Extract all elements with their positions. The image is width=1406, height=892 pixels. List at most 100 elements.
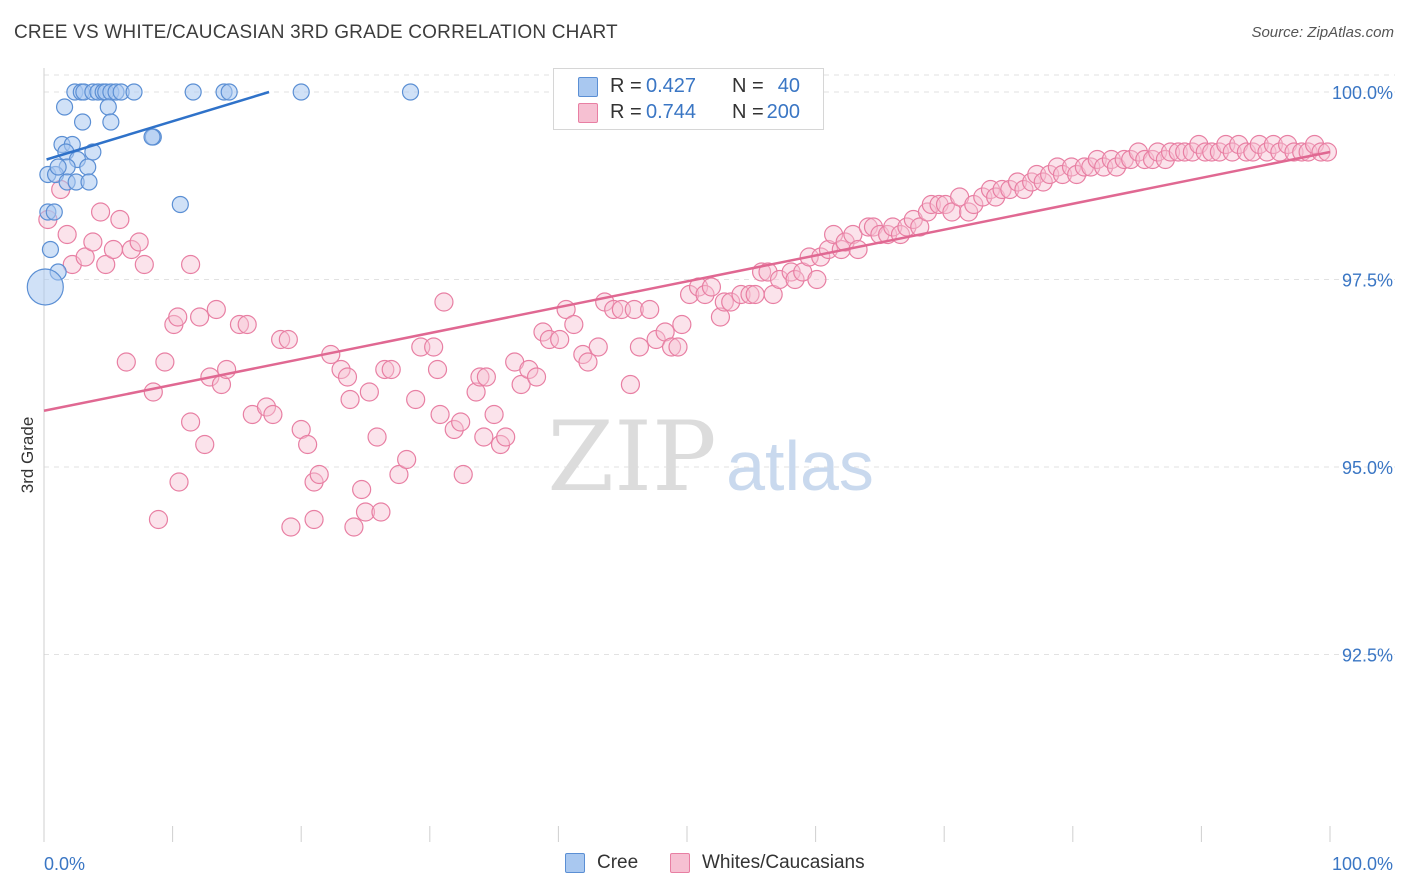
y-tick-label: 95.0% (1342, 458, 1393, 478)
legend-r-value: 0.427 (646, 75, 697, 97)
y-tick-label: 97.5% (1342, 271, 1393, 291)
cree-point (99, 98, 117, 116)
whites-point (371, 502, 391, 522)
whites-point (470, 367, 490, 387)
cree-point (184, 83, 202, 101)
whites-point (721, 292, 741, 312)
whites-point (181, 254, 201, 275)
legend-n-label: N = (732, 101, 764, 123)
whites-point (1033, 172, 1053, 192)
cree-point (55, 98, 74, 116)
whites-point (785, 269, 805, 290)
chart-title: CREE VS WHITE/CAUCASIAN 3RD GRADE CORREL… (14, 22, 618, 43)
whites-point (758, 262, 778, 282)
whites-point (96, 254, 116, 275)
cree-point-large (26, 268, 64, 306)
whites-point (406, 389, 426, 410)
whites-point (1087, 149, 1107, 170)
whites-point (1014, 179, 1034, 200)
whites-point (169, 472, 189, 492)
whites-point (352, 479, 372, 500)
whites-point (710, 307, 731, 327)
whites-point (910, 217, 930, 237)
cree-point (220, 83, 238, 101)
axis-labels: 100.0% 97.5% 95.0% 92.5% 0.0% 100.0% 3rd Grade (18, 83, 1393, 874)
source-label: Source: ZipAtlas.com (1251, 24, 1394, 41)
whites-point (511, 374, 531, 395)
whites-point (331, 359, 351, 380)
whites-point (134, 254, 154, 275)
y-tick-label: 100.0% (1332, 83, 1393, 103)
whites-point (271, 329, 291, 350)
whites-point (397, 449, 417, 470)
whites-point (381, 359, 401, 380)
whites-point (740, 284, 760, 305)
whites-point (190, 307, 210, 327)
whites-point (1249, 134, 1269, 155)
whites-point (1222, 142, 1242, 162)
whites-point (375, 359, 395, 380)
whites-point (148, 509, 169, 530)
whites-point (424, 337, 444, 357)
whites-point (745, 284, 765, 305)
whites-point (807, 269, 827, 290)
whites-point (298, 434, 318, 455)
whites-point (430, 404, 450, 425)
whites-point (337, 367, 358, 387)
whites-point (1000, 179, 1020, 200)
whites-point (389, 464, 409, 485)
whites-point (519, 359, 539, 380)
whites-point (195, 434, 215, 455)
legend-n-value: 40 (777, 75, 800, 97)
whites-point (237, 314, 257, 335)
cree-point (49, 158, 67, 176)
whites-point (624, 299, 644, 320)
whites-point (309, 464, 329, 485)
legend-r-value: 0.744 (646, 101, 697, 123)
trend-lines (43, 90, 1331, 412)
whites-point (564, 314, 584, 335)
whites-point (539, 329, 559, 350)
whites-point (1263, 134, 1284, 155)
legend-n-label: N = (732, 75, 764, 97)
whites-point (942, 202, 962, 222)
whites-point (629, 337, 650, 357)
whites-point (476, 367, 496, 387)
whites-point (281, 517, 301, 537)
bottom-legend-label: Cree (597, 852, 639, 873)
cree-point (292, 83, 310, 101)
bottom-legend-swatch-whites (670, 853, 690, 873)
legend-n-value: 200 (766, 101, 800, 123)
legend-r-label: R = (610, 101, 642, 123)
whites-point (714, 292, 734, 312)
cree-point (80, 173, 98, 191)
watermark-atlas: atlas (726, 427, 874, 505)
whites-point (588, 337, 608, 357)
whites-point (620, 374, 641, 395)
whites-point (496, 427, 516, 447)
whites-point (769, 269, 790, 290)
legend-swatch-whites (578, 103, 598, 123)
whites-point (453, 464, 473, 485)
whites-point (444, 419, 464, 440)
series-whites-points (38, 134, 1338, 537)
bottom-legend-label: Whites/Caucasians (702, 852, 865, 873)
cree-point (41, 240, 60, 259)
cree-point (401, 83, 420, 101)
whites-point (143, 382, 163, 402)
whites-point (474, 427, 494, 447)
x-tick-label-right: 100.0% (1332, 854, 1393, 874)
whites-point (278, 329, 298, 350)
whites-point (550, 329, 570, 350)
whites-point (57, 224, 77, 245)
whites-point (103, 239, 124, 260)
watermark-zip: ZIP (547, 401, 716, 513)
series-cree-points (26, 83, 420, 306)
whites-point (83, 232, 103, 252)
stats-legend: R = 0.427 N = 40 R = 0.744 N = 200 (553, 68, 824, 130)
whites-point (451, 412, 471, 432)
watermark: ZIP atlas (547, 401, 874, 513)
gridlines (44, 74, 1395, 655)
whites-point (304, 509, 324, 530)
